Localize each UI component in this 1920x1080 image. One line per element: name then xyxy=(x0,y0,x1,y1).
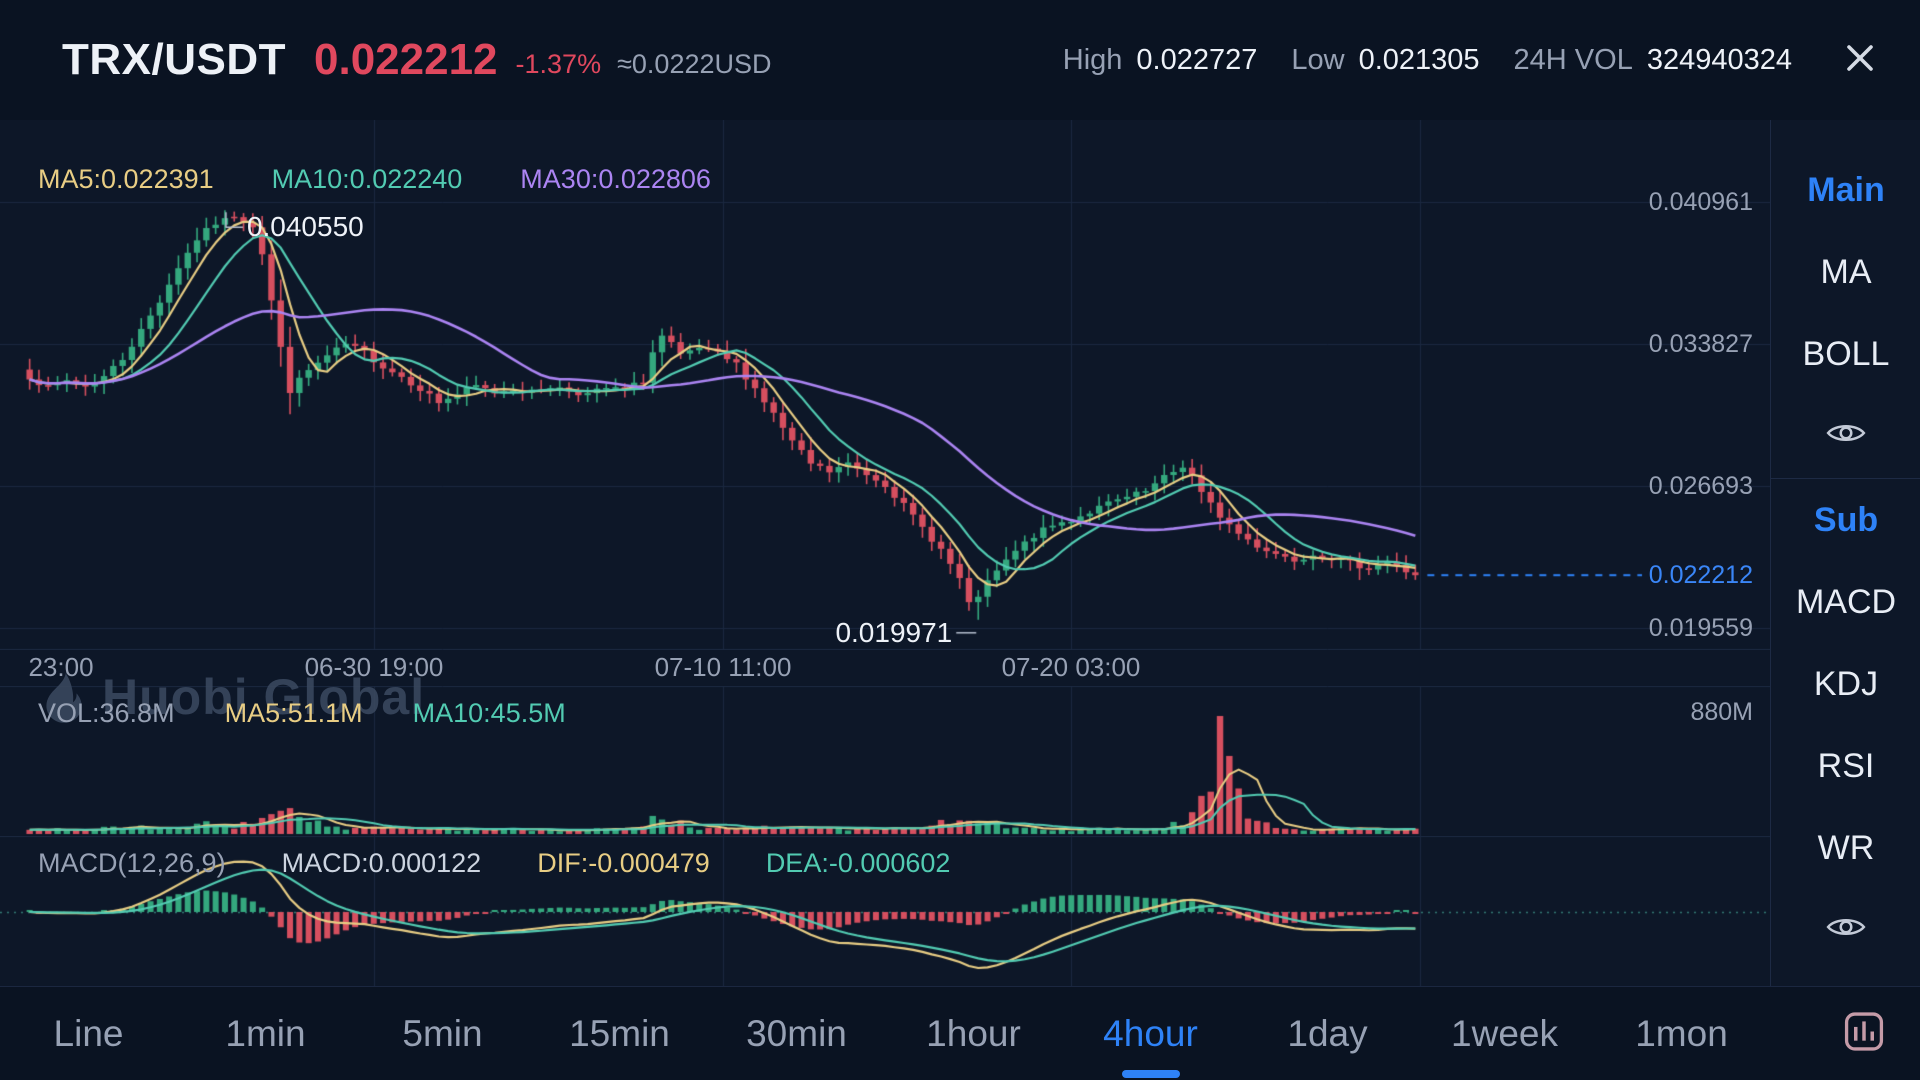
timeframe-1min[interactable]: 1min xyxy=(225,1013,306,1054)
macd-chart-canvas[interactable] xyxy=(0,836,1770,986)
volume-axis-max: 880M xyxy=(1690,698,1753,726)
peak-price-annotation: 0.040550 xyxy=(246,211,364,243)
timeframe-5min[interactable]: 5min xyxy=(402,1013,483,1054)
low-label: Low xyxy=(1291,43,1345,76)
sidebar-item-rsi[interactable]: RSI xyxy=(1817,747,1875,785)
x-axis-tick: 07-20 03:00 xyxy=(1001,652,1141,682)
ma5-legend: MA5:0.022391 xyxy=(38,164,214,194)
vol-ma10-legend: MA10:45.5M xyxy=(412,698,566,728)
close-icon xyxy=(1841,39,1879,82)
low-stat: Low 0.021305 xyxy=(1291,44,1479,77)
sidebar-item-boll[interactable]: BOLL xyxy=(1802,335,1890,373)
timeframe-30min[interactable]: 30min xyxy=(746,1013,847,1054)
high-label: High xyxy=(1062,43,1123,76)
sidebar-item-kdj[interactable]: KDJ xyxy=(1813,665,1879,703)
high-stat: High 0.022727 xyxy=(1063,44,1258,77)
timeframe-1mon[interactable]: 1mon xyxy=(1635,1013,1728,1054)
chart-settings-icon xyxy=(1842,1011,1886,1057)
ma10-legend: MA10:0.022240 xyxy=(271,164,463,194)
macd-legend: MACD(12,26,9) MACD:0.000122 DIF:-0.00047… xyxy=(38,848,950,879)
high-value: 0.022727 xyxy=(1136,43,1258,76)
chart-settings-button[interactable] xyxy=(1842,1009,1886,1058)
timeframe-row: Line 1min 5min 15min 30min 1hour 4hour 1… xyxy=(0,987,1770,1080)
macd-params-legend: MACD(12,26,9) xyxy=(38,848,226,878)
y-axis-tick: 0.019559 xyxy=(1648,614,1753,642)
indicator-sidebar: Main MA BOLL Sub MACD KDJ RSI WR xyxy=(1770,120,1920,986)
timeframe-1week[interactable]: 1week xyxy=(1451,1013,1558,1054)
timeframe-1day[interactable]: 1day xyxy=(1287,1013,1368,1054)
watermark: Huobi Global xyxy=(40,665,425,728)
low-value: 0.021305 xyxy=(1358,43,1480,76)
approx-usd-value: ≈0.0222USD xyxy=(617,48,772,79)
header-stats: High 0.022727 Low 0.021305 24H VOL 32494… xyxy=(1063,44,1792,77)
vol-ma5-legend: MA5:51.1M xyxy=(224,698,363,728)
ma30-legend: MA30:0.022806 xyxy=(520,164,711,194)
timeframe-15min[interactable]: 15min xyxy=(569,1013,670,1054)
ma-legend: MA5:0.022391 MA10:0.022240 MA30:0.022806 xyxy=(38,164,711,195)
x-axis-tick: 06-30 19:00 xyxy=(304,652,444,682)
sidebar-item-macd[interactable]: MACD xyxy=(1795,583,1897,621)
trough-price-annotation: 0.019971 xyxy=(835,616,953,648)
volume-legend: VOL:36.8M MA5:51.1M MA10:45.5M xyxy=(38,698,566,729)
huobi-flame-icon xyxy=(40,665,88,728)
header: TRX/USDT 0.022212 -1.37% ≈0.0222USD High… xyxy=(0,0,1920,120)
volume-value: 324940324 xyxy=(1646,43,1792,76)
watermark-text: Huobi Global xyxy=(102,668,426,725)
close-button[interactable] xyxy=(1838,38,1882,82)
dea-value-legend: DEA:-0.000602 xyxy=(765,848,951,878)
price-chart-canvas[interactable] xyxy=(0,120,1770,650)
volume-stat: 24H VOL 324940324 xyxy=(1514,44,1792,77)
y-axis-tick: 0.040961 xyxy=(1648,188,1753,216)
timeframe-4hour[interactable]: 4hour xyxy=(1062,987,1239,1080)
last-price: 0.022212 xyxy=(314,35,498,84)
x-axis: 23:00 06-30 19:00 07-10 11:00 07-20 03:0… xyxy=(0,650,1770,686)
sidebar-item-ma[interactable]: MA xyxy=(1820,253,1872,291)
x-axis-tick: 23:00 xyxy=(28,652,94,682)
current-price-tag: 0.022212 xyxy=(1648,561,1753,590)
change-percent: -1.37% xyxy=(515,48,602,79)
pair-title: TRX/USDT xyxy=(62,35,286,84)
timeframe-bar: Line 1min 5min 15min 30min 1hour 4hour 1… xyxy=(0,986,1920,1080)
timeframe-4hour-label: 4hour xyxy=(1103,1013,1198,1054)
chart-area: MA5:0.022391 MA10:0.022240 MA30:0.022806… xyxy=(0,120,1770,986)
main-indicator-visibility-button[interactable] xyxy=(1771,414,1920,458)
dif-value-legend: DIF:-0.000479 xyxy=(537,848,710,878)
eye-icon xyxy=(1826,414,1866,458)
timeframe-line[interactable]: Line xyxy=(53,1013,124,1054)
vol-value-legend: VOL:36.8M xyxy=(38,698,175,728)
timeframe-1hour[interactable]: 1hour xyxy=(926,1013,1021,1054)
sidebar-divider xyxy=(1771,478,1920,479)
volume-chart-canvas[interactable] xyxy=(0,686,1770,836)
macd-value-legend: MACD:0.000122 xyxy=(281,848,482,878)
main-indicators-header: Main xyxy=(1807,171,1885,209)
sub-indicator-visibility-button[interactable] xyxy=(1771,908,1920,952)
sub-indicators-header: Sub xyxy=(1813,501,1879,539)
timeframe-active-indicator xyxy=(1121,1070,1180,1078)
eye-icon xyxy=(1826,908,1866,952)
x-axis-tick: 07-10 11:00 xyxy=(654,652,792,682)
sidebar-item-wr[interactable]: WR xyxy=(1817,829,1875,867)
volume-label: 24H VOL xyxy=(1513,43,1633,76)
y-axis-tick: 0.033827 xyxy=(1648,330,1753,358)
y-axis-tick: 0.026693 xyxy=(1648,472,1753,500)
